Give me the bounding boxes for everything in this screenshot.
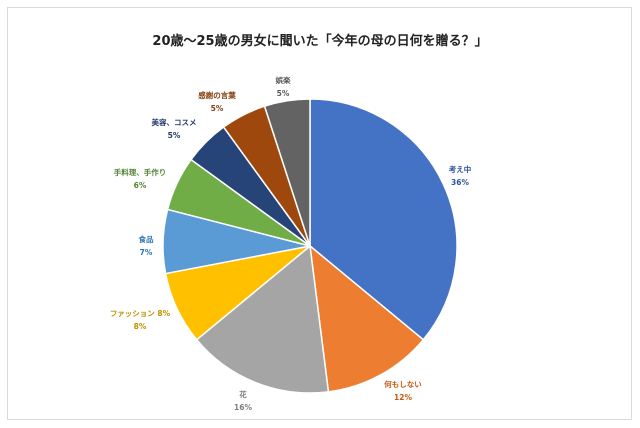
- slice-name-label: 何もしない: [384, 379, 422, 389]
- slice-value-label: 36%: [451, 178, 469, 187]
- slice-name-label: 娯楽: [276, 75, 291, 85]
- slice-name-label: 花: [239, 389, 247, 399]
- slice-value-label: 5%: [168, 131, 181, 140]
- slice-value-label: 5%: [277, 89, 290, 98]
- slice-value-label: 7%: [140, 248, 153, 257]
- slice-name-label: 食品: [139, 234, 154, 244]
- slice-value-label: 6%: [134, 181, 147, 190]
- slice-name-label: 考え中: [449, 164, 472, 174]
- slice-name-label: 美容、コスメ: [152, 117, 197, 127]
- pie-slice-2: [195, 244, 330, 394]
- slice-value-label: 16%: [234, 403, 252, 412]
- slice-name-label: ファッション 8%: [110, 309, 171, 318]
- chart-title: 20歳〜25歳の男女に聞いた「今年の母の日何を贈る？」: [152, 34, 488, 49]
- pie-slice-1: [309, 244, 425, 393]
- pie-slice-8: [263, 98, 311, 247]
- slice-value-label: 5%: [211, 104, 224, 113]
- slice-value-label: 8%: [134, 322, 147, 331]
- slice-name-label: 感謝の言葉: [198, 90, 236, 100]
- slice-name-label: 手料理、手作り: [114, 167, 167, 177]
- pie-slice-0: [309, 98, 458, 341]
- slice-value-label: 12%: [394, 393, 412, 402]
